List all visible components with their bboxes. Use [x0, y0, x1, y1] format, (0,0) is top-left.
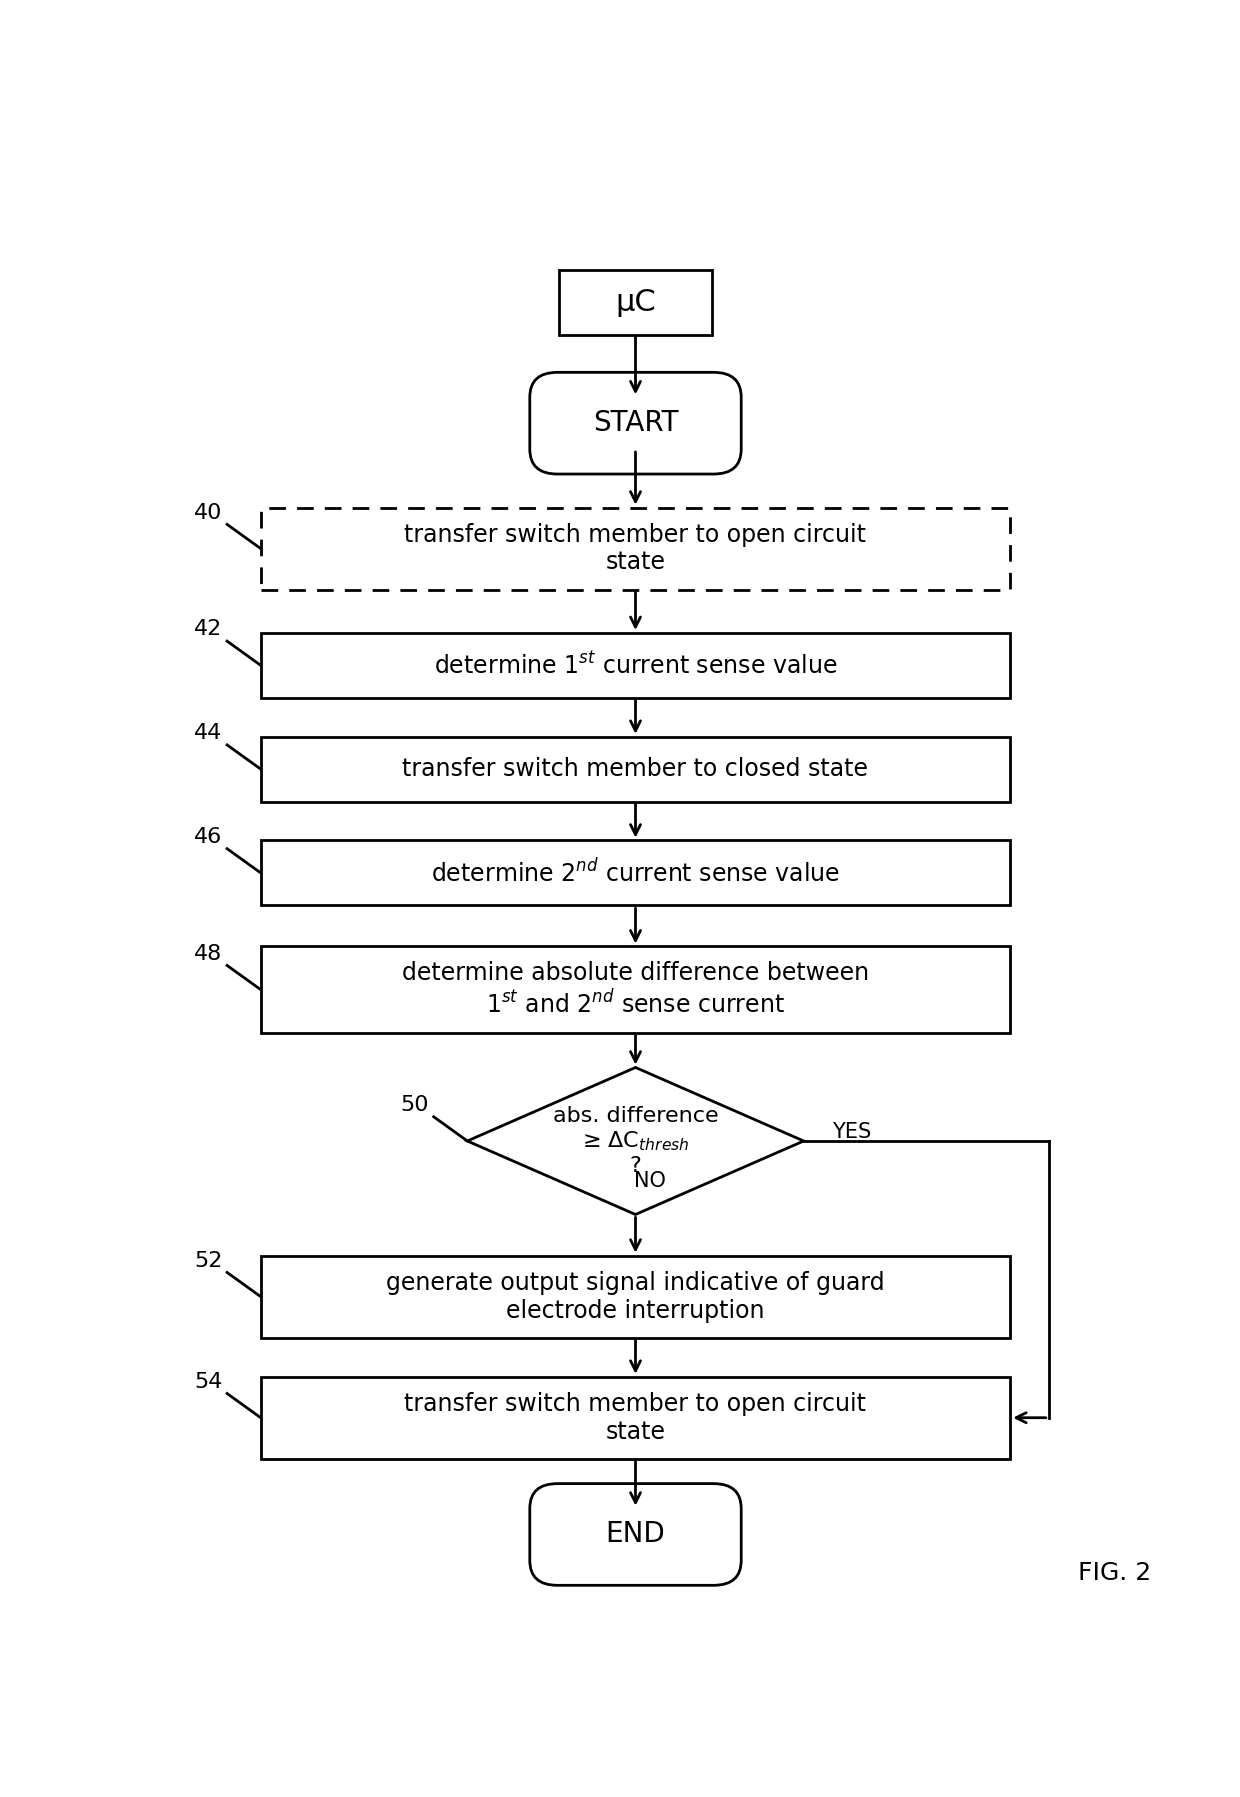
- FancyBboxPatch shape: [260, 1377, 1011, 1459]
- Text: END: END: [605, 1520, 666, 1549]
- Text: transfer switch member to open circuit
state: transfer switch member to open circuit s…: [404, 1393, 867, 1443]
- Text: determine 2$^{nd}$ current sense value: determine 2$^{nd}$ current sense value: [432, 859, 839, 888]
- Text: 40: 40: [193, 503, 222, 523]
- FancyBboxPatch shape: [260, 737, 1011, 801]
- Text: 46: 46: [193, 827, 222, 846]
- Text: determine 1$^{st}$ current sense value: determine 1$^{st}$ current sense value: [434, 652, 837, 679]
- Text: μC: μC: [615, 288, 656, 316]
- Text: 54: 54: [193, 1371, 222, 1391]
- FancyBboxPatch shape: [260, 507, 1011, 589]
- FancyBboxPatch shape: [260, 633, 1011, 697]
- FancyBboxPatch shape: [260, 841, 1011, 906]
- FancyBboxPatch shape: [529, 372, 742, 474]
- FancyBboxPatch shape: [260, 947, 1011, 1033]
- Text: 42: 42: [193, 620, 222, 640]
- Text: 52: 52: [193, 1251, 222, 1270]
- Text: FIG. 2: FIG. 2: [1078, 1562, 1151, 1585]
- Text: NO: NO: [634, 1172, 666, 1191]
- FancyBboxPatch shape: [529, 1484, 742, 1585]
- Text: 44: 44: [193, 722, 222, 744]
- Text: START: START: [593, 410, 678, 437]
- Text: transfer switch member to open circuit
state: transfer switch member to open circuit s…: [404, 523, 867, 575]
- Text: 50: 50: [401, 1094, 429, 1114]
- Text: transfer switch member to closed state: transfer switch member to closed state: [403, 757, 868, 782]
- FancyBboxPatch shape: [260, 1256, 1011, 1337]
- Text: 48: 48: [193, 943, 222, 963]
- FancyBboxPatch shape: [559, 270, 713, 334]
- Text: determine absolute difference between
1$^{st}$ and 2$^{nd}$ sense current: determine absolute difference between 1$…: [402, 961, 869, 1019]
- Text: abs. difference
≥ ΔC$_{thresh}$
?: abs. difference ≥ ΔC$_{thresh}$ ?: [553, 1105, 718, 1177]
- Text: YES: YES: [832, 1123, 872, 1143]
- Text: generate output signal indicative of guard
electrode interruption: generate output signal indicative of gua…: [386, 1270, 885, 1323]
- Polygon shape: [467, 1067, 804, 1215]
